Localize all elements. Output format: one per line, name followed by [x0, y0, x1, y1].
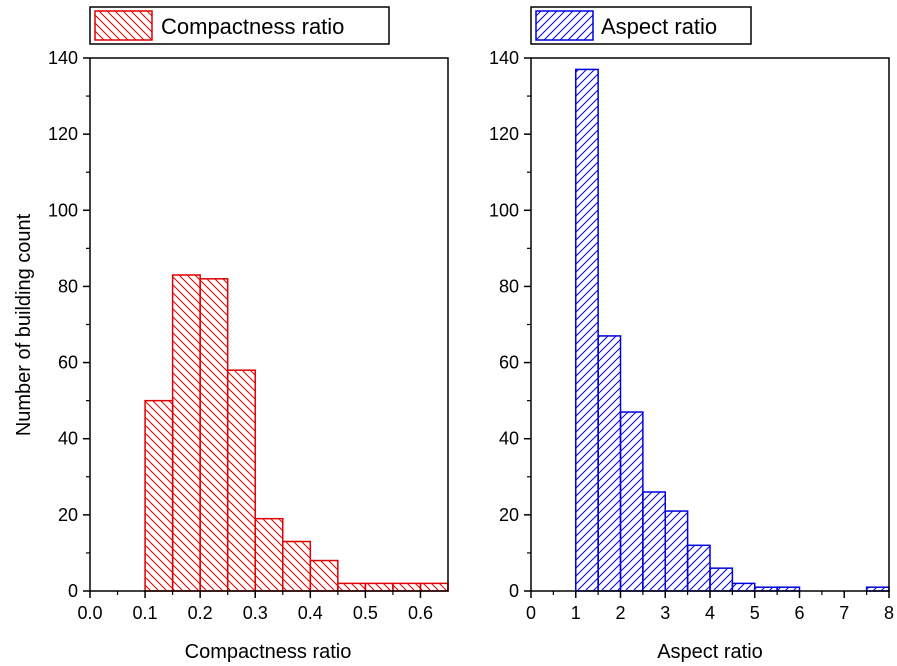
histogram-bar — [619, 411, 644, 592]
x-tick-label: 6 — [794, 603, 804, 623]
y-tick-label: 120 — [48, 124, 78, 144]
x-tick-label: 0.2 — [188, 603, 213, 623]
y-tick-label: 80 — [58, 276, 78, 296]
x-tick-label: 7 — [839, 603, 849, 623]
histogram-bar — [597, 335, 622, 592]
histogram-bar — [419, 582, 449, 592]
plot-compactness: 0 20 40 60 80 100 120 140 0.0 0.1 0.2 0.3 0.4 0.5 0.6 — [48, 48, 449, 623]
legend-swatch-compactness — [94, 10, 153, 41]
y-tick-label: 140 — [48, 48, 78, 68]
histogram-bar — [226, 369, 256, 592]
histogram-bar — [254, 517, 284, 592]
y-tick-label: 100 — [489, 200, 519, 220]
histogram-bar — [144, 399, 174, 592]
y-tick-label: 20 — [58, 505, 78, 525]
legend-label-compactness: Compactness ratio — [161, 14, 344, 39]
plot-frame — [89, 57, 449, 592]
x-tick-label: 5 — [750, 603, 760, 623]
x-tick-label: 0.0 — [77, 603, 102, 623]
y-tick-label: 80 — [499, 276, 519, 296]
legend-label-aspect: Aspect ratio — [601, 14, 717, 39]
x-axis-title-compactness: Compactness ratio — [185, 641, 352, 663]
plot-aspect: 0 20 40 60 80 100 120 140 0 1 2 3 4 5 6 7 8 — [489, 48, 894, 623]
histogram-bar — [309, 559, 339, 592]
x-tick-label: 2 — [615, 603, 625, 623]
histogram-bar — [392, 582, 422, 592]
x-tick-label: 0.1 — [133, 603, 158, 623]
histogram-bar — [731, 582, 756, 592]
x-tick-label: 8 — [884, 603, 894, 623]
legend-swatch-aspect — [535, 10, 594, 41]
y-tick-label: 0 — [68, 581, 78, 601]
histogram-bar — [642, 491, 666, 592]
y-axis-title: Number of building count — [13, 213, 35, 436]
histogram-bar — [686, 544, 711, 592]
histogram-bar — [664, 510, 689, 592]
y-tick-label: 40 — [58, 429, 78, 449]
x-tick-label: 0.4 — [298, 603, 323, 623]
y-tick-label: 120 — [489, 124, 519, 144]
y-tick-label: 0 — [509, 581, 519, 601]
histogram-bar — [575, 68, 599, 592]
x-tick-label: 0 — [526, 603, 536, 623]
legend-aspect: Aspect ratio — [530, 6, 752, 45]
histogram-bar — [364, 582, 394, 592]
histogram-bar — [337, 582, 367, 592]
y-tick-label: 60 — [499, 353, 519, 373]
legend-box-aspect — [530, 6, 752, 45]
y-tick-label: 60 — [58, 353, 78, 373]
x-axis-title-aspect: Aspect ratio — [657, 641, 763, 663]
histogram-bar — [199, 278, 229, 592]
y-tick-label: 20 — [499, 505, 519, 525]
legend-compactness: Compactness ratio — [89, 6, 390, 45]
x-tick-label: 4 — [705, 603, 715, 623]
x-tick-label: 0.6 — [408, 603, 433, 623]
y-tick-label: 140 — [489, 48, 519, 68]
x-tick-label: 0.3 — [243, 603, 268, 623]
y-tick-label: 40 — [499, 429, 519, 449]
x-tick-label: 3 — [660, 603, 670, 623]
x-tick-label: 0.5 — [353, 603, 378, 623]
histogram-bar — [282, 540, 312, 592]
x-tick-label: 1 — [571, 603, 581, 623]
histogram-bar — [171, 274, 201, 592]
histogram-bar — [709, 567, 734, 592]
y-tick-label: 100 — [48, 200, 78, 220]
legend-box-compactness — [89, 6, 390, 45]
